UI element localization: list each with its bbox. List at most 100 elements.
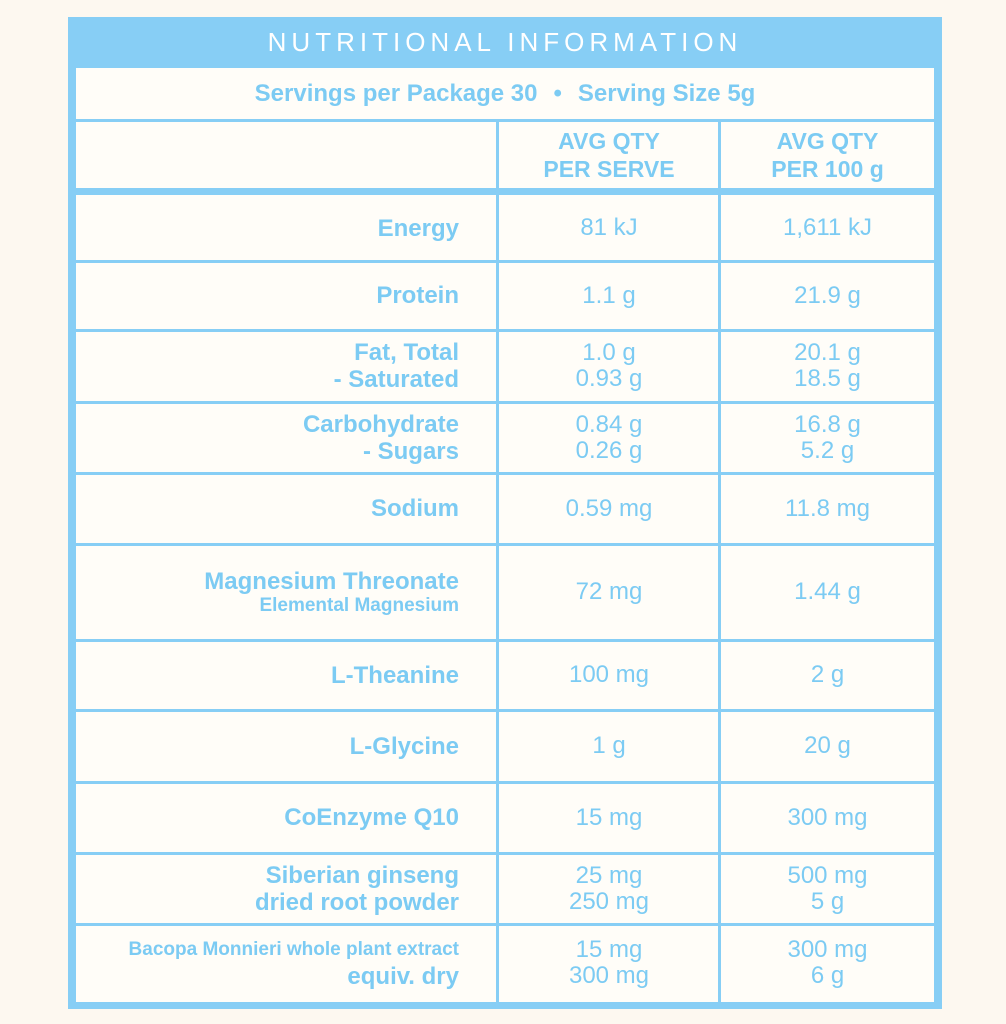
column-divider: [718, 122, 721, 1002]
per-serve-value-line: 15 mg: [575, 803, 643, 831]
per-serve-value-line: 0.84 g: [575, 410, 643, 438]
per-100g-value-line: 16.8 g: [794, 410, 861, 438]
servings-per-package: Servings per Package 30: [254, 79, 538, 107]
per-100g-value-line: 5.2 g: [800, 436, 855, 464]
per-100g-value: 21.9 g: [721, 261, 934, 330]
per-serve-value-line: 250 mg: [568, 887, 650, 915]
per-serve-value: 15 mg 300 mg: [499, 924, 719, 1002]
nutrient-label: Magnesium Threonate Elemental Magnesium: [76, 544, 459, 640]
nutrient-label-line: Bacopa Monnieri whole plant extract: [128, 939, 459, 960]
nutrient-label-line: Siberian ginseng: [265, 861, 459, 889]
per-serve-value-line: 72 mg: [575, 578, 643, 605]
nutrient-label-line: - Saturated: [333, 366, 459, 393]
nutrient-label-line: L-Theanine: [330, 661, 459, 689]
column-header-line: AVG QTY: [558, 128, 660, 154]
nutrition-table: Servings per Package 30 • Serving Size 5…: [76, 68, 934, 1002]
per-serve-value-line: 81 kJ: [580, 214, 638, 241]
nutrient-label-line: Protein: [376, 282, 459, 309]
nutrient-label-line: L-Glycine: [349, 732, 459, 760]
row-divider: [76, 639, 934, 642]
per-100g-value-line: 300 mg: [787, 803, 868, 831]
column-header-line: PER 100 g: [771, 156, 884, 182]
per-serve-value-line: 300 mg: [568, 962, 650, 989]
panel-title: NUTRITIONAL INFORMATION: [267, 26, 743, 57]
per-serve-value: 100 mg: [499, 640, 719, 710]
per-serve-value: 0.84 g 0.26 g: [499, 402, 719, 473]
nutrient-label: Protein: [76, 261, 459, 330]
per-100g-value-line: 11.8 mg: [785, 494, 870, 522]
per-serve-value: 81 kJ: [499, 195, 719, 261]
per-100g-value: 2 g: [721, 640, 934, 710]
nutrient-label: Siberian ginseng dried root powder: [76, 853, 459, 924]
row-divider: [76, 260, 934, 263]
column-header-line: PER SERVE: [543, 156, 675, 182]
per-serve-value: 72 mg: [499, 544, 719, 640]
row-divider: [76, 923, 934, 926]
per-serve-value: 0.59 mg: [499, 473, 719, 544]
per-serve-value-line: 0.26 g: [575, 436, 643, 464]
per-100g-value-line: 1,611 kJ: [783, 214, 872, 241]
nutrient-label: CoEnzyme Q10: [76, 782, 459, 853]
nutrient-label-line: CoEnzyme Q10: [284, 804, 459, 831]
nutrient-label-line: Carbohydrate: [302, 410, 459, 438]
per-100g-value-line: 2 g: [810, 661, 845, 688]
row-divider: [76, 852, 934, 855]
nutrient-label-line: equiv. dry: [347, 963, 459, 990]
nutrient-label: Carbohydrate - Sugars: [76, 402, 459, 473]
per-serve-value-line: 1 g: [592, 732, 626, 759]
per-serve-value-line: 100 mg: [568, 661, 650, 688]
per-serve-value-line: 1.0 g: [582, 339, 636, 366]
header-divider: [76, 188, 934, 195]
nutrient-label: Bacopa Monnieri whole plant extract equiv…: [76, 924, 459, 1002]
per-serve-value: 1.1 g: [499, 261, 719, 330]
row-divider: [76, 472, 934, 475]
nutrient-label-line: Fat, Total: [354, 339, 459, 366]
per-serve-value-line: 15 mg: [575, 936, 643, 963]
per-serve-value: 1 g: [499, 710, 719, 782]
per-serve-value-line: 0.59 mg: [565, 494, 653, 522]
per-100g-value: 300 mg 6 g: [721, 924, 934, 1002]
per-100g-value-line: 18.5 g: [794, 365, 861, 392]
nutrient-label: Energy: [76, 195, 459, 261]
per-100g-value-line: 500 mg: [787, 861, 868, 889]
per-serve-value: 25 mg 250 mg: [499, 853, 719, 924]
per-100g-value: 20.1 g 18.5 g: [721, 330, 934, 402]
per-100g-value: 500 mg 5 g: [721, 853, 934, 924]
per-serve-value-line: 25 mg: [575, 861, 643, 889]
per-serve-value-line: 1.1 g: [582, 281, 636, 309]
per-100g-value: 16.8 g 5.2 g: [721, 402, 934, 473]
per-100g-value-line: 6 g: [810, 962, 845, 989]
column-header-per-serve: AVG QTY PER SERVE: [499, 122, 719, 188]
nutrient-label-line: - Sugars: [362, 437, 459, 465]
per-100g-value: 20 g: [721, 710, 934, 782]
nutrient-label-line: Energy: [377, 214, 459, 242]
column-header-line: AVG QTY: [776, 128, 879, 154]
serving-size: Serving Size 5g: [577, 79, 756, 107]
per-100g-value: 1,611 kJ: [721, 195, 934, 261]
nutrient-label-line: Elemental Magnesium: [259, 594, 459, 616]
per-100g-value: 11.8 mg: [721, 473, 934, 544]
nutrient-label-line: Sodium: [371, 495, 459, 522]
row-divider: [76, 329, 934, 332]
nutrient-label-line: dried root powder: [255, 888, 459, 916]
nutrient-label: Fat, Total - Saturated: [76, 330, 459, 402]
row-divider: [76, 781, 934, 784]
column-header-per-100g: AVG QTY PER 100 g: [721, 122, 934, 188]
per-serve-value: 15 mg: [499, 782, 719, 853]
per-100g-value: 300 mg: [721, 782, 934, 853]
per-100g-value-line: 300 mg: [787, 936, 868, 963]
nutrition-panel: NUTRITIONAL INFORMATION Servings per Pac…: [68, 17, 942, 1009]
nutrient-label: L-Theanine: [76, 640, 459, 710]
row-divider: [76, 709, 934, 712]
divider: [76, 119, 934, 122]
per-100g-value-line: 1.44 g: [794, 578, 861, 605]
row-divider: [76, 401, 934, 404]
per-serve-value: 1.0 g 0.93 g: [499, 330, 719, 402]
per-100g-value-line: 5 g: [810, 887, 845, 915]
per-100g-value-line: 20 g: [804, 732, 851, 759]
per-serve-value-line: 0.93 g: [575, 365, 643, 392]
nutrient-label: Sodium: [76, 473, 459, 544]
row-divider: [76, 543, 934, 546]
nutrient-label: L-Glycine: [76, 710, 459, 782]
nutrient-label-line: Magnesium Threonate: [204, 567, 459, 595]
